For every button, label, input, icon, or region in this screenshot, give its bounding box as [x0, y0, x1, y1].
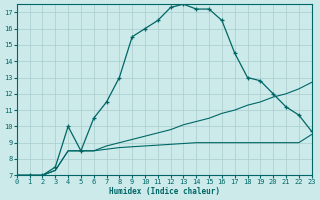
X-axis label: Humidex (Indice chaleur): Humidex (Indice chaleur) — [109, 187, 220, 196]
